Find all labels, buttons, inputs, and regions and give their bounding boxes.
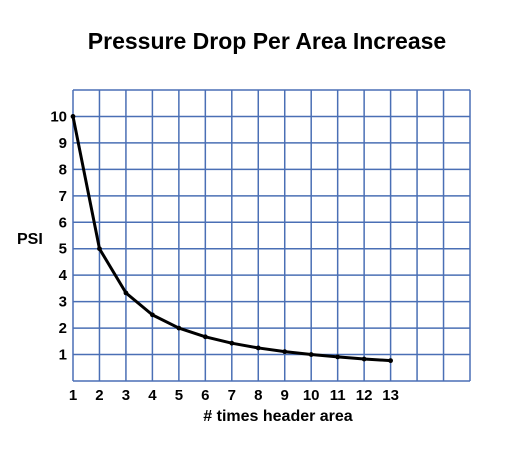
x-tick-label: 11 (330, 387, 346, 404)
data-point (70, 114, 76, 119)
x-tick-label: 6 (201, 387, 209, 404)
y-tick-label: 3 (59, 294, 67, 311)
data-point (123, 290, 129, 296)
data-point (202, 334, 208, 340)
y-tick-label: 10 (50, 108, 67, 125)
x-tick-label: 5 (175, 387, 183, 404)
data-point (255, 345, 261, 351)
y-tick-label: 7 (59, 188, 67, 205)
data-point (176, 325, 182, 331)
data-point (335, 354, 341, 360)
data-point (308, 352, 314, 357)
chart-title: Pressure Drop Per Area Increase (88, 28, 446, 54)
series (70, 114, 393, 364)
x-tick-label: 12 (356, 387, 373, 404)
x-tick-label: 9 (281, 387, 289, 404)
y-tick-label: 1 (59, 347, 67, 364)
data-point (388, 358, 393, 364)
x-tick-label: 2 (95, 387, 103, 404)
y-tick-label: 2 (59, 320, 67, 337)
x-tick-label: 10 (303, 387, 320, 404)
x-tick-label: 8 (254, 387, 262, 404)
y-tick-label: 4 (59, 267, 68, 284)
y-tick-label: 8 (59, 161, 67, 178)
y-tick-label: 5 (59, 241, 67, 258)
x-tick-label: 13 (382, 387, 399, 404)
x-tick-label: 1 (69, 387, 77, 404)
x-axis-label: # times header area (203, 408, 353, 425)
data-point (282, 349, 288, 355)
x-tick-label: 4 (148, 387, 157, 404)
y-axis-label: PSI (17, 231, 43, 248)
grid (72, 89, 471, 382)
y-tick-label: 6 (59, 214, 67, 231)
data-point (150, 312, 155, 318)
data-point (361, 356, 367, 362)
data-point (229, 340, 235, 346)
x-tick-label: 3 (122, 387, 130, 404)
y-tick-label: 9 (59, 135, 67, 152)
x-tick-label: 7 (228, 387, 236, 404)
data-point (97, 246, 102, 252)
